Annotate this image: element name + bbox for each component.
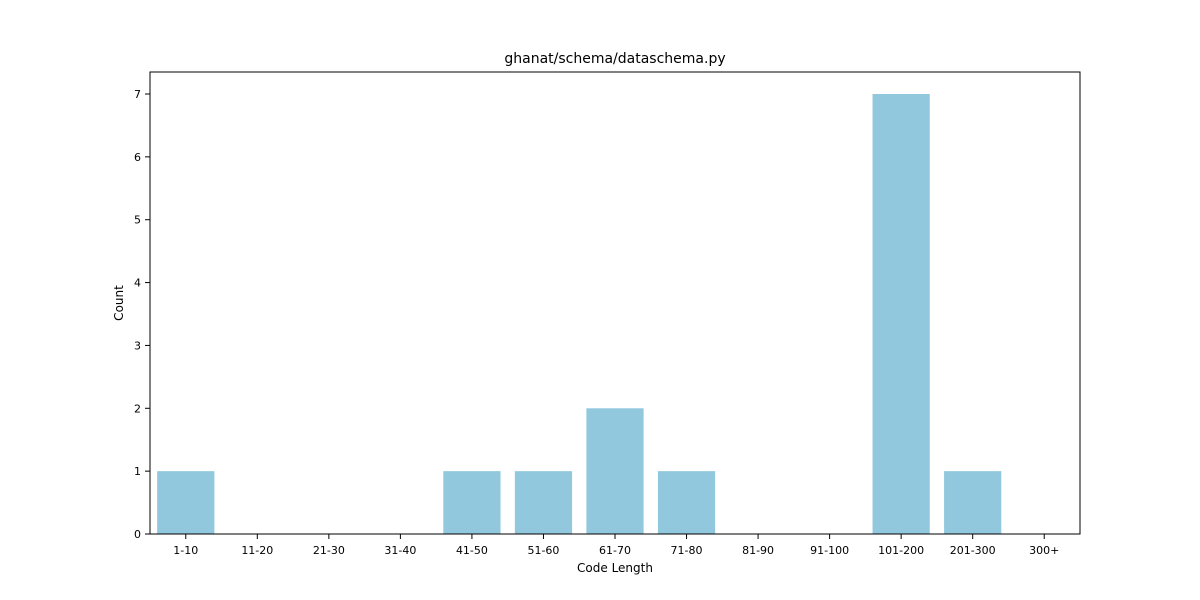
- bar-201-300: [944, 471, 1002, 534]
- y-tick-label-4: 4: [134, 277, 141, 290]
- x-tick-label-91-100: 91-100: [810, 544, 849, 557]
- x-tick-label-201-300: 201-300: [950, 544, 996, 557]
- x-tick-label-1-10: 1-10: [173, 544, 198, 557]
- y-tick-label-3: 3: [134, 339, 141, 352]
- x-tick-label-81-90: 81-90: [742, 544, 774, 557]
- bar-61-70: [586, 408, 644, 534]
- x-axis-ticks: 1-10 11-20 21-30 31-40 41-50 51-60 61-70 71-80 8…: [173, 534, 1059, 557]
- y-tick-label-7: 7: [134, 88, 141, 101]
- bar-101-200: [872, 94, 930, 534]
- bar-1-10: [157, 471, 215, 534]
- x-tick-label-21-30: 21-30: [313, 544, 345, 557]
- x-tick-label-101-200: 101-200: [878, 544, 924, 557]
- y-tick-label-5: 5: [134, 214, 141, 227]
- chart-title: ghanat/schema/dataschema.py: [504, 51, 725, 67]
- y-tick-label-6: 6: [134, 151, 141, 164]
- bars-layer: [157, 94, 1002, 534]
- y-tick-label-2: 2: [134, 402, 141, 415]
- bar-41-50: [443, 471, 501, 534]
- x-tick-label-41-50: 41-50: [456, 544, 488, 557]
- x-tick-label-51-60: 51-60: [527, 544, 559, 557]
- x-tick-label-61-70: 61-70: [599, 544, 631, 557]
- plot-frame: [149, 71, 1081, 535]
- bar-71-80: [657, 471, 716, 534]
- y-axis-ticks: 0 1 2 3 4 5 6 7: [134, 88, 150, 541]
- x-axis-label: Code Length: [577, 561, 653, 575]
- bar-51-60: [514, 471, 573, 534]
- y-axis-label: Count: [112, 285, 126, 321]
- x-tick-label-31-40: 31-40: [384, 544, 416, 557]
- x-tick-label-11-20: 11-20: [241, 544, 273, 557]
- y-tick-label-1: 1: [134, 465, 141, 478]
- x-tick-label-71-80: 71-80: [671, 544, 703, 557]
- x-tick-label-300+: 300+: [1029, 544, 1059, 557]
- y-tick-label-0: 0: [134, 528, 141, 541]
